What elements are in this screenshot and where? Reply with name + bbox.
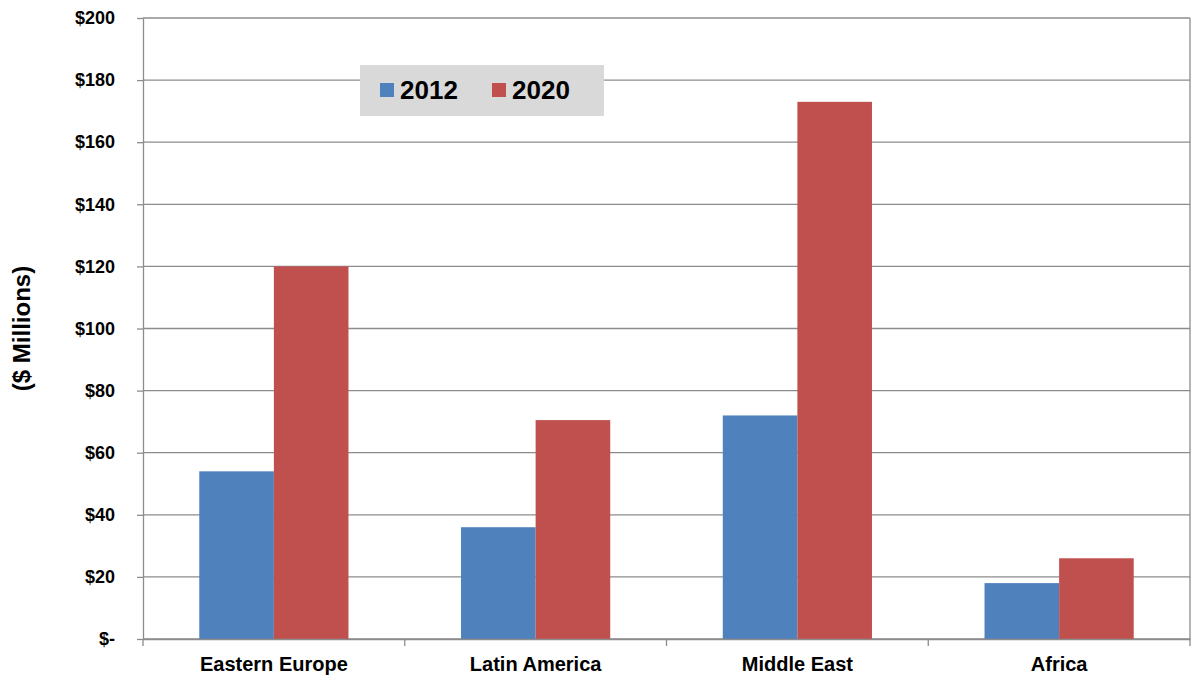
category-divider xyxy=(1189,639,1190,646)
bar xyxy=(797,102,872,639)
y-tick-mark xyxy=(137,577,143,578)
x-tick-label: Africa xyxy=(1031,653,1089,675)
y-tick-mark xyxy=(137,453,143,454)
y-tick: $60 xyxy=(85,443,143,463)
y-axis: $- $20 $40 $60 $80 $100 $120 $140 $160 $180 $200 xyxy=(75,8,144,649)
y-tick: $140 xyxy=(75,195,143,215)
x-tick-label: Middle East xyxy=(742,653,853,675)
y-tick: $100 xyxy=(75,319,143,339)
y-tick: $200 xyxy=(75,8,143,28)
y-tick-label: $180 xyxy=(75,70,115,90)
y-tick-mark xyxy=(137,80,143,81)
plot-frame xyxy=(1189,18,1190,639)
chart: $- $20 $40 $60 $80 $100 $120 $140 $160 $180 $200 Ea… xyxy=(0,0,1203,697)
y-tick-label: $40 xyxy=(85,505,115,525)
y-tick: $20 xyxy=(85,567,143,587)
bar xyxy=(723,415,798,639)
y-tick-label: $140 xyxy=(75,195,115,215)
x-tick: Latin America xyxy=(470,639,602,675)
x-tick: Eastern Europe xyxy=(200,639,348,675)
y-tick-mark xyxy=(137,390,143,391)
bar xyxy=(199,471,274,639)
x-tick-label: Latin America xyxy=(470,653,602,675)
grid-line xyxy=(143,142,1190,143)
y-tick: $- xyxy=(99,629,143,649)
y-tick-mark xyxy=(137,515,143,516)
category-divider xyxy=(928,639,929,646)
legend-item: 2012 xyxy=(380,75,458,105)
y-tick-mark xyxy=(137,18,143,19)
bar xyxy=(274,266,349,639)
x-tick: Middle East xyxy=(742,639,853,675)
bar xyxy=(536,420,611,639)
category-divider xyxy=(404,639,405,646)
legend: 2012 2020 xyxy=(360,65,604,116)
legend-swatch xyxy=(380,83,394,97)
grid-line xyxy=(143,79,1190,80)
y-tick: $80 xyxy=(85,381,143,401)
x-tick-label: Eastern Europe xyxy=(200,653,348,675)
y-tick-mark xyxy=(137,142,143,143)
grid-line xyxy=(143,204,1190,205)
bars xyxy=(199,102,1133,639)
x-axis: Eastern Europe Latin America Middle East Af… xyxy=(143,639,1191,675)
y-axis-line xyxy=(143,19,144,640)
y-tick: $180 xyxy=(75,70,143,90)
category-divider xyxy=(142,639,143,646)
y-tick-label: $200 xyxy=(75,8,115,28)
bar xyxy=(1059,558,1134,639)
legend-swatch xyxy=(492,83,506,97)
y-tick-mark xyxy=(137,204,143,205)
y-axis-title: ($ Millions) xyxy=(8,266,35,391)
grid xyxy=(143,18,1190,639)
bar xyxy=(985,583,1060,639)
y-tick-mark xyxy=(137,639,143,640)
y-tick-label: $- xyxy=(99,629,115,649)
y-tick-mark xyxy=(137,328,143,329)
y-tick-label: $100 xyxy=(75,319,115,339)
legend-label: 2020 xyxy=(512,75,570,105)
x-tick: Africa xyxy=(1031,639,1089,675)
legend-label: 2012 xyxy=(400,75,458,105)
y-tick-label: $160 xyxy=(75,132,115,152)
plot: $- $20 $40 $60 $80 $100 $120 $140 $160 $180 $200 Ea… xyxy=(75,8,1191,675)
category-divider xyxy=(666,639,667,646)
bar xyxy=(461,527,536,639)
legend-box xyxy=(360,65,604,116)
y-tick: $160 xyxy=(75,132,143,152)
y-tick: $40 xyxy=(85,505,143,525)
legend-item: 2020 xyxy=(492,75,570,105)
y-tick-label: $120 xyxy=(75,257,115,277)
y-tick: $120 xyxy=(75,257,143,277)
grid-line xyxy=(143,17,1190,18)
y-tick-label: $80 xyxy=(85,381,115,401)
y-tick-mark xyxy=(137,266,143,267)
y-tick-label: $60 xyxy=(85,443,115,463)
y-tick-label: $20 xyxy=(85,567,115,587)
